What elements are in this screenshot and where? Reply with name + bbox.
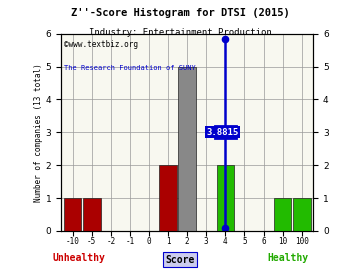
Bar: [64, 198, 81, 231]
Bar: [83, 198, 100, 231]
Text: Score: Score: [165, 255, 195, 265]
Text: ©www.textbiz.org: ©www.textbiz.org: [64, 40, 138, 49]
Text: The Research Foundation of SUNY: The Research Foundation of SUNY: [64, 65, 195, 71]
Y-axis label: Number of companies (13 total): Number of companies (13 total): [34, 63, 43, 202]
Bar: [179, 67, 196, 231]
Text: Z''-Score Histogram for DTSI (2015): Z''-Score Histogram for DTSI (2015): [71, 8, 289, 18]
Text: Industry: Entertainment Production: Industry: Entertainment Production: [89, 28, 271, 37]
Bar: [293, 198, 311, 231]
Bar: [217, 165, 234, 231]
Bar: [159, 165, 177, 231]
Text: Unhealthy: Unhealthy: [53, 253, 105, 263]
Text: 3.8815: 3.8815: [206, 128, 239, 137]
Text: Healthy: Healthy: [267, 253, 309, 263]
Bar: [274, 198, 292, 231]
